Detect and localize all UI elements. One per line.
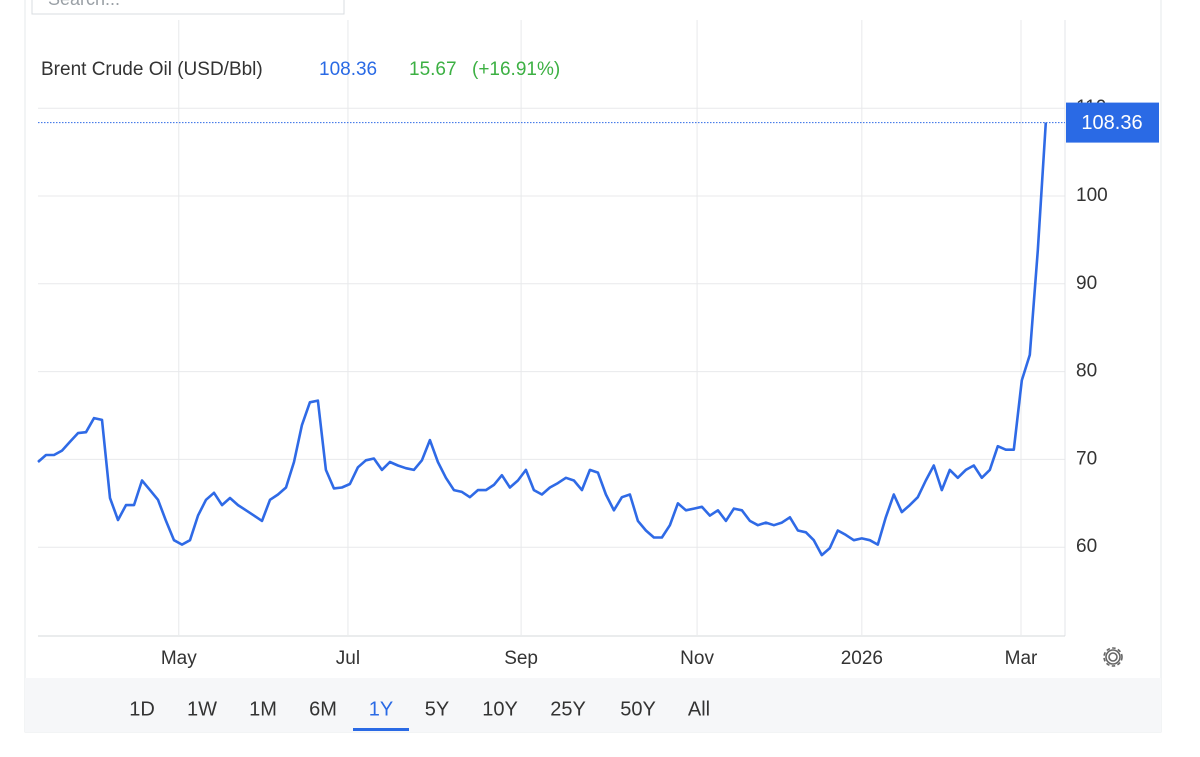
range-button[interactable]: 1Y bbox=[369, 698, 393, 720]
x-tick-label: 2026 bbox=[841, 648, 883, 669]
x-tick-label: May bbox=[161, 648, 197, 669]
range-button[interactable]: 6M bbox=[309, 698, 337, 720]
search-box[interactable] bbox=[31, 0, 345, 15]
range-button[interactable]: 50Y bbox=[620, 698, 656, 720]
range-button[interactable]: 1D bbox=[129, 698, 155, 720]
y-tick-label: 80 bbox=[1076, 361, 1097, 382]
y-tick-label: 100 bbox=[1076, 185, 1108, 206]
range-button[interactable]: All bbox=[688, 698, 710, 720]
settings-icon[interactable] bbox=[1103, 647, 1123, 667]
header-price: 108.36 bbox=[319, 59, 377, 80]
range-button[interactable]: 1W bbox=[187, 698, 217, 720]
x-tick-label: Nov bbox=[680, 648, 714, 669]
search-placeholder: Search... bbox=[48, 0, 120, 9]
chart-frame bbox=[24, 0, 1162, 733]
price-line bbox=[37, 122, 1048, 557]
x-tick-label: Jul bbox=[336, 648, 360, 669]
chart-title: Brent Crude Oil (USD/Bbl) bbox=[41, 59, 263, 80]
range-button[interactable]: 10Y bbox=[482, 698, 518, 720]
range-button[interactable]: 5Y bbox=[425, 698, 449, 720]
x-tick-label: Sep bbox=[504, 648, 538, 669]
header-change-pct: (+16.91%) bbox=[472, 59, 560, 80]
range-bar bbox=[25, 678, 1161, 732]
active-range-underline bbox=[353, 728, 409, 731]
last-price-label: 108.36 bbox=[1081, 112, 1142, 134]
range-button[interactable]: 25Y bbox=[550, 698, 586, 720]
y-tick-label: 90 bbox=[1076, 273, 1097, 294]
last-price-box bbox=[1066, 102, 1159, 143]
y-tick-label: 60 bbox=[1076, 536, 1097, 557]
y-tick-label: 70 bbox=[1076, 448, 1097, 469]
header-change: 15.67 bbox=[409, 59, 457, 80]
range-button[interactable]: 1M bbox=[249, 698, 277, 720]
x-tick-label: Mar bbox=[1005, 648, 1038, 669]
